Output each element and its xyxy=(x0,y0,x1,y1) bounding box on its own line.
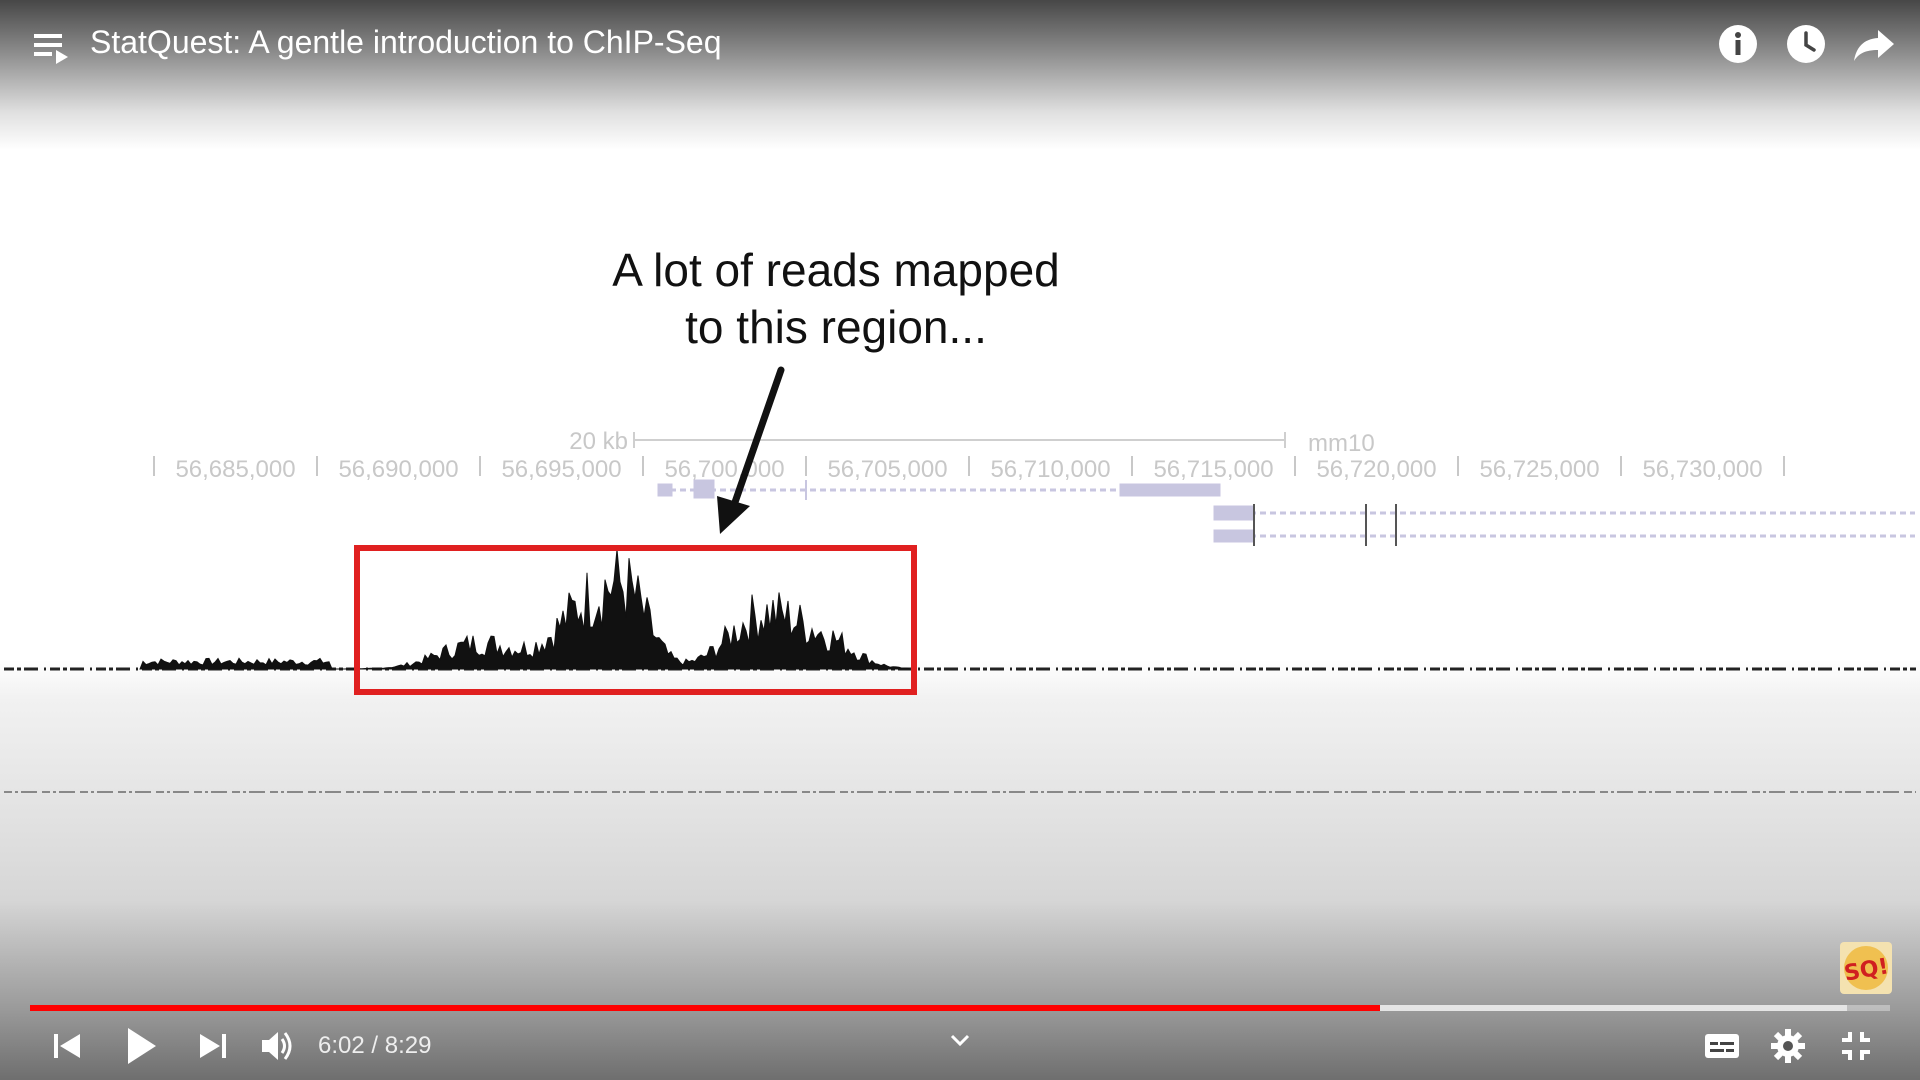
exit-fullscreen-icon[interactable] xyxy=(1838,1028,1874,1064)
progress-bar[interactable] xyxy=(30,1005,1890,1011)
channel-watermark-logo[interactable]: SQ! xyxy=(1840,942,1892,994)
coordinate-tick-label: 56,700,000 xyxy=(664,456,784,483)
watch-later-icon[interactable] xyxy=(1786,24,1826,64)
annotation-line-1: A lot of reads mapped xyxy=(612,244,1060,296)
share-icon[interactable] xyxy=(1852,26,1896,64)
coordinate-tick-label: 56,685,000 xyxy=(175,456,295,483)
played-bar xyxy=(30,1005,1381,1011)
scale-label: 20 kb xyxy=(569,428,628,455)
previous-icon[interactable] xyxy=(50,1030,86,1062)
top-gradient xyxy=(0,0,1920,150)
coordinate-tick-label: 56,710,000 xyxy=(990,456,1110,483)
slide-annotation: A lot of reads mapped to this region... xyxy=(560,242,1112,356)
volume-icon[interactable] xyxy=(260,1028,296,1064)
chevron-down-icon[interactable] xyxy=(946,1030,974,1050)
coordinate-tick-label: 56,725,000 xyxy=(1479,456,1599,483)
annotation-line-2: to this region... xyxy=(685,301,987,353)
annotation-arrow xyxy=(717,366,785,534)
bottom-gradient xyxy=(0,900,1920,1080)
time-display: 6:02 / 8:29 xyxy=(318,1032,432,1059)
coordinate-axis: 56,685,000 56,690,000 56,695,000 56,700,000… xyxy=(153,456,1785,483)
next-icon[interactable] xyxy=(194,1030,230,1062)
coordinate-tick-label: 56,695,000 xyxy=(501,456,621,483)
read-coverage-peaks xyxy=(139,549,911,670)
play-icon[interactable] xyxy=(122,1026,158,1066)
coordinate-tick-label: 56,720,000 xyxy=(1316,456,1436,483)
coordinate-tick-label: 56,730,000 xyxy=(1642,456,1762,483)
gene-track xyxy=(657,479,1915,546)
captions-icon[interactable] xyxy=(1704,1030,1740,1062)
highlight-box xyxy=(354,545,917,695)
playlist-icon[interactable] xyxy=(34,30,74,66)
info-icon[interactable] xyxy=(1718,24,1758,64)
settings-icon[interactable] xyxy=(1770,1028,1806,1064)
coordinate-tick-label: 56,690,000 xyxy=(338,456,458,483)
assembly-label: mm10 xyxy=(1308,430,1375,457)
coordinate-tick-label: 56,715,000 xyxy=(1153,456,1273,483)
video-title[interactable]: StatQuest: A gentle introduction to ChIP… xyxy=(90,24,722,60)
coordinate-tick-label: 56,705,000 xyxy=(827,456,947,483)
